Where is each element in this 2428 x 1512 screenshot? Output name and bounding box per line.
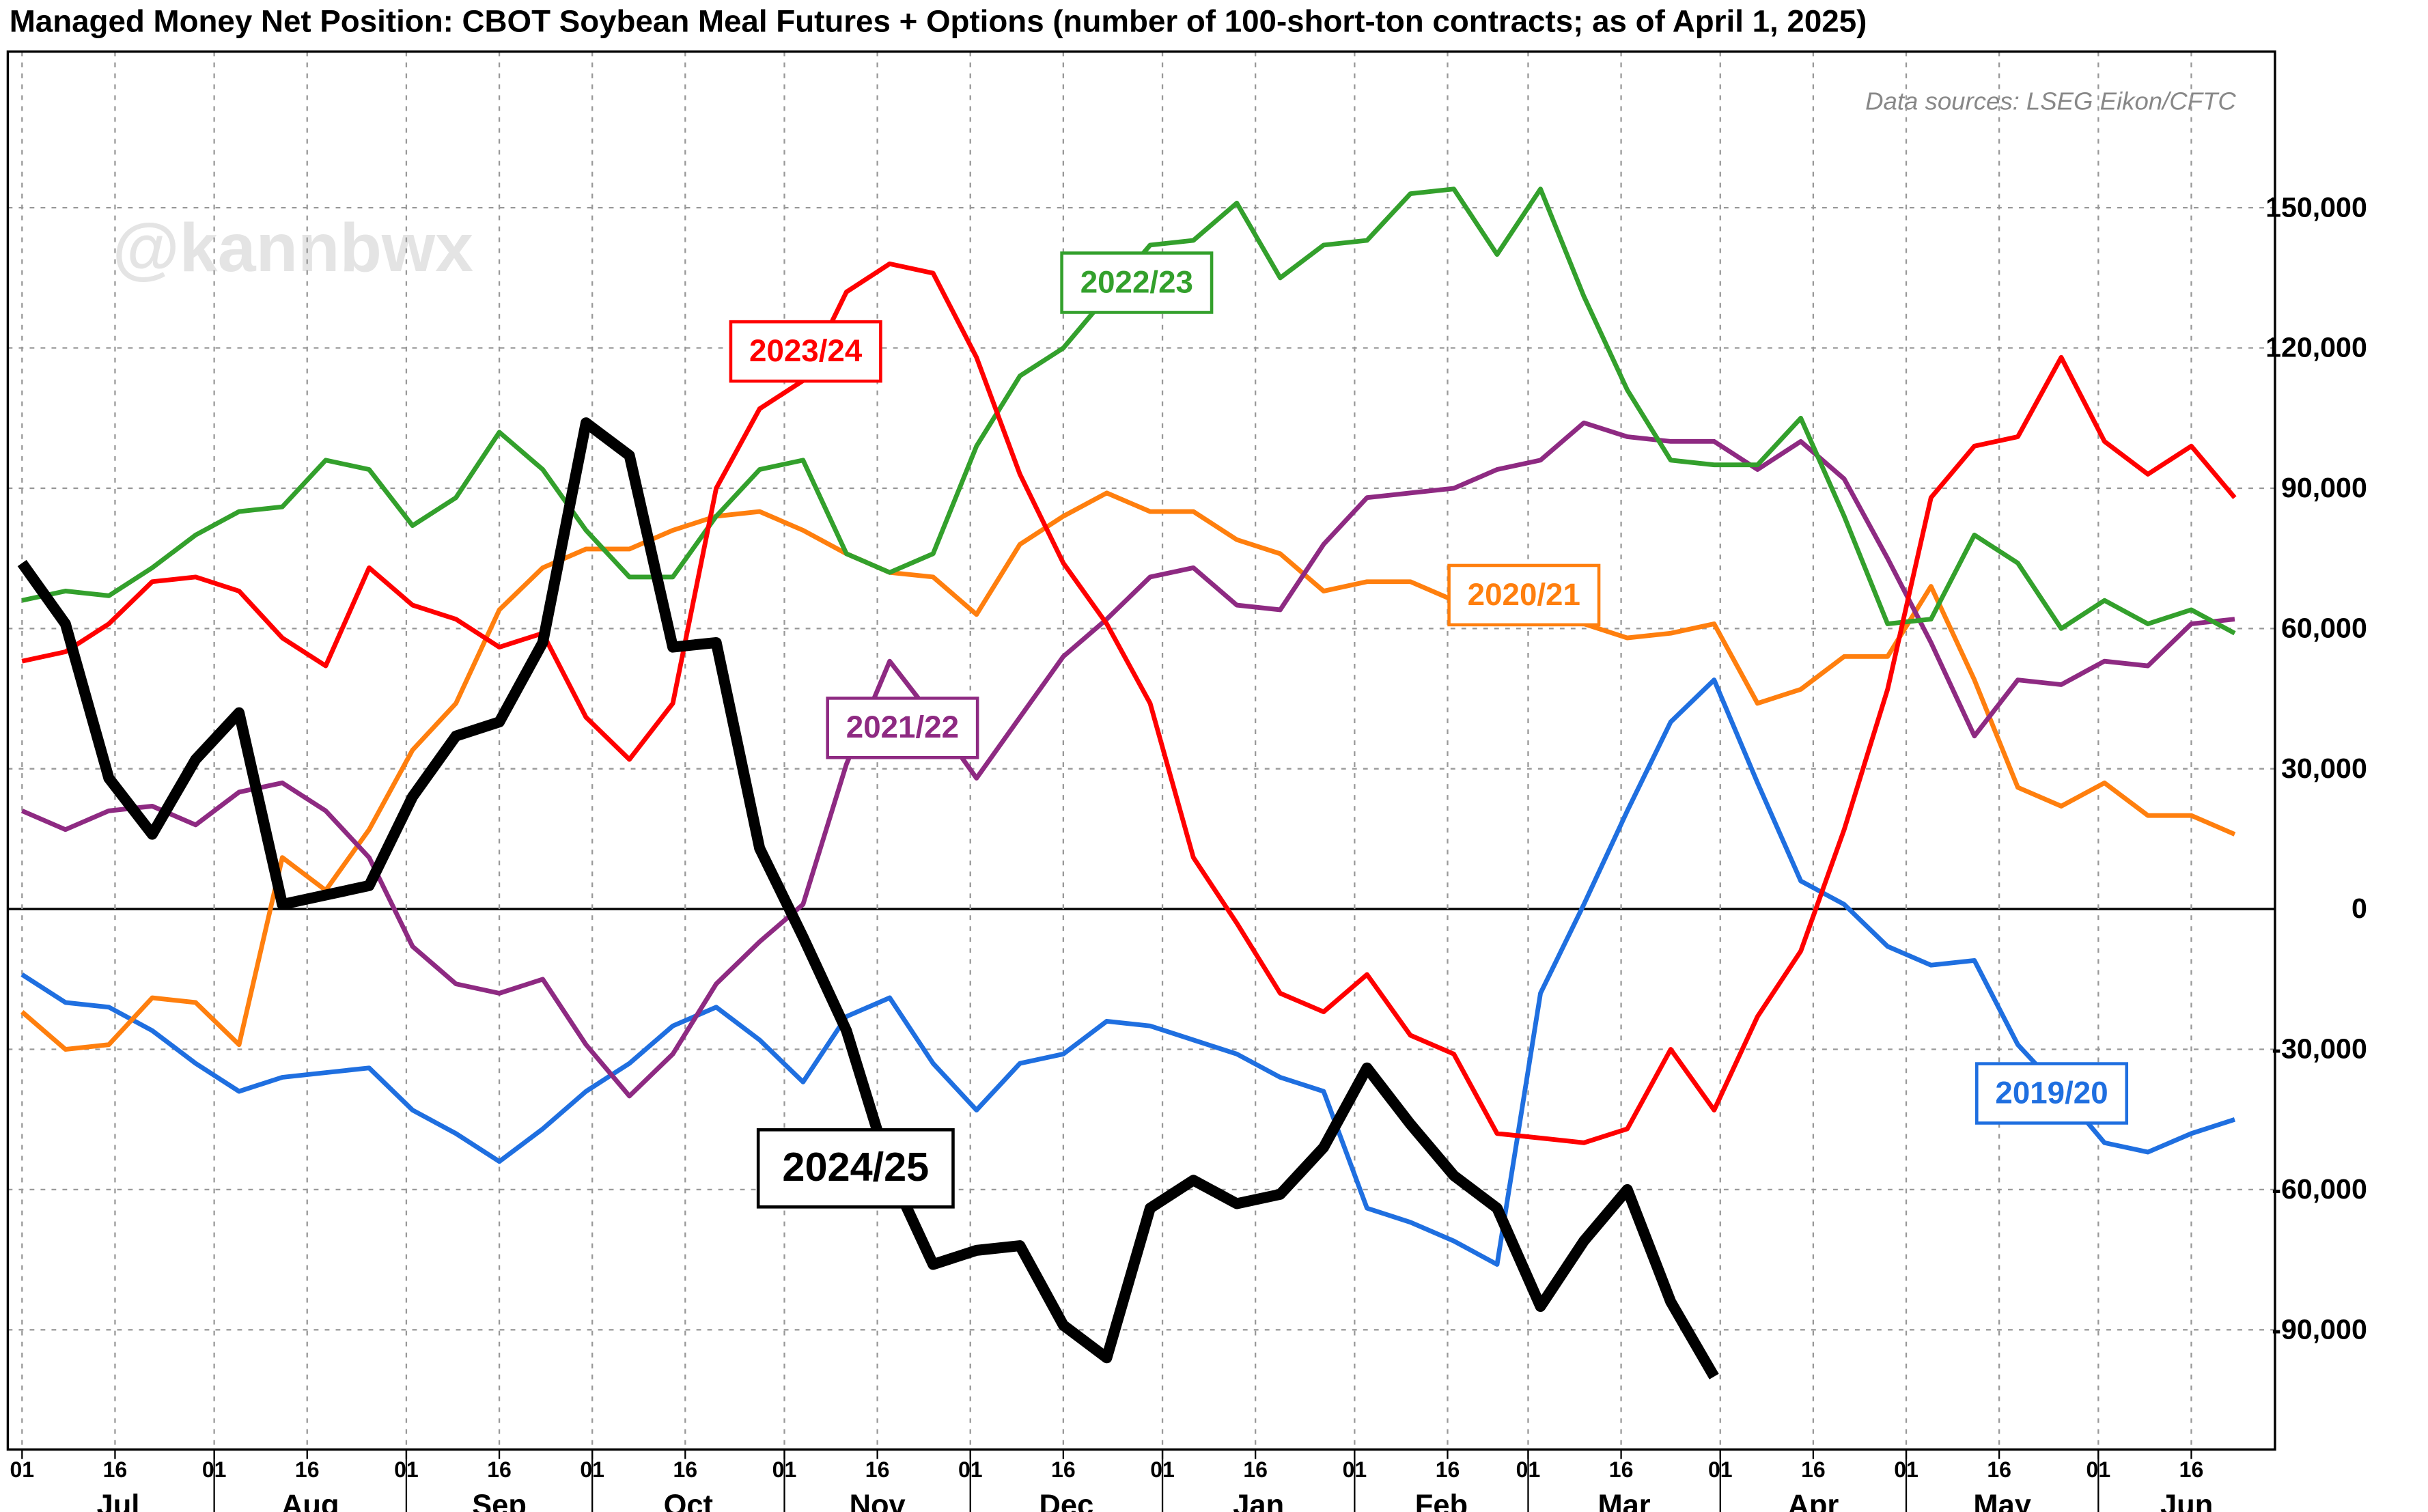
month-label: Mar xyxy=(1597,1489,1650,1512)
x-tick-label: 01 xyxy=(1516,1457,1541,1482)
month-label: Feb xyxy=(1415,1489,1468,1512)
series-label: 2024/25 xyxy=(782,1144,929,1190)
month-label: Aug xyxy=(281,1489,339,1512)
y-tick-label: 150,000 xyxy=(2265,191,2367,223)
x-tick-label: 01 xyxy=(1150,1457,1175,1482)
y-tick-label: 30,000 xyxy=(2281,753,2367,784)
x-tick-label: 16 xyxy=(2179,1457,2204,1482)
watermark: @kannbwx xyxy=(113,210,474,286)
y-tick-label: 60,000 xyxy=(2281,612,2367,643)
plot-frame xyxy=(6,50,2276,1451)
series-label: 2023/24 xyxy=(749,333,863,368)
series-label: 2022/23 xyxy=(1080,264,1193,299)
x-tick-label: 01 xyxy=(1708,1457,1733,1482)
series-label-box xyxy=(1447,563,1601,627)
x-tick-label: 16 xyxy=(1051,1457,1076,1482)
x-tick-label: 16 xyxy=(487,1457,512,1482)
series-label: 2019/20 xyxy=(1995,1075,2108,1110)
month-label: Apr xyxy=(1787,1489,1839,1512)
x-tick-label: 01 xyxy=(958,1457,983,1482)
series-line xyxy=(20,677,2236,1267)
series-label-box xyxy=(1060,251,1214,314)
x-tick-label: 01 xyxy=(394,1457,419,1482)
month-label: Sep xyxy=(472,1489,527,1512)
series-label-box xyxy=(826,697,979,759)
x-tick-label: 16 xyxy=(295,1457,320,1482)
series-line xyxy=(21,261,2237,1145)
chart-title: Managed Money Net Position: CBOT Soybean… xyxy=(10,3,1867,38)
y-tick-label: -60,000 xyxy=(2272,1173,2367,1205)
x-tick-label: 16 xyxy=(1801,1457,1826,1482)
month-label: Jun xyxy=(2160,1489,2213,1512)
series-label: 2021/22 xyxy=(846,710,959,744)
series-line xyxy=(17,417,1719,1380)
y-tick-label: 90,000 xyxy=(2281,472,2367,503)
x-tick-label: 16 xyxy=(1243,1457,1268,1482)
x-tick-label: 01 xyxy=(1343,1457,1367,1482)
y-tick-label: 120,000 xyxy=(2265,332,2367,363)
series-line xyxy=(20,490,2236,1052)
x-tick-label: 16 xyxy=(103,1457,128,1482)
source-note: Data sources: LSEG Eikon/CFTC xyxy=(1865,87,2236,115)
series-label: 2020/21 xyxy=(1468,577,1580,612)
x-tick-label: 01 xyxy=(1894,1457,1918,1482)
x-tick-label: 01 xyxy=(772,1457,797,1482)
x-tick-label: 16 xyxy=(1436,1457,1460,1482)
x-tick-label: 01 xyxy=(10,1457,35,1482)
month-label: Jul xyxy=(97,1489,140,1512)
y-tick-label: -90,000 xyxy=(2272,1313,2367,1345)
month-label: May xyxy=(1973,1489,2031,1512)
series-label-box xyxy=(756,1128,955,1209)
month-label: Oct xyxy=(664,1489,713,1512)
x-tick-label: 01 xyxy=(580,1457,604,1482)
month-label: Dec xyxy=(1039,1489,1094,1512)
series-label-box xyxy=(729,320,882,383)
x-tick-label: 16 xyxy=(673,1457,698,1482)
y-tick-label: -30,000 xyxy=(2272,1033,2367,1065)
series-label-box xyxy=(1975,1062,2129,1125)
series-line xyxy=(20,420,2235,1099)
month-label: Jan xyxy=(1233,1489,1284,1512)
x-tick-label: 16 xyxy=(1987,1457,2011,1482)
month-label: Nov xyxy=(850,1489,906,1512)
y-tick-label: 0 xyxy=(2352,893,2367,924)
x-tick-label: 16 xyxy=(865,1457,890,1482)
x-tick-label: 16 xyxy=(1609,1457,1634,1482)
x-tick-label: 01 xyxy=(202,1457,227,1482)
x-tick-label: 01 xyxy=(2087,1457,2111,1482)
